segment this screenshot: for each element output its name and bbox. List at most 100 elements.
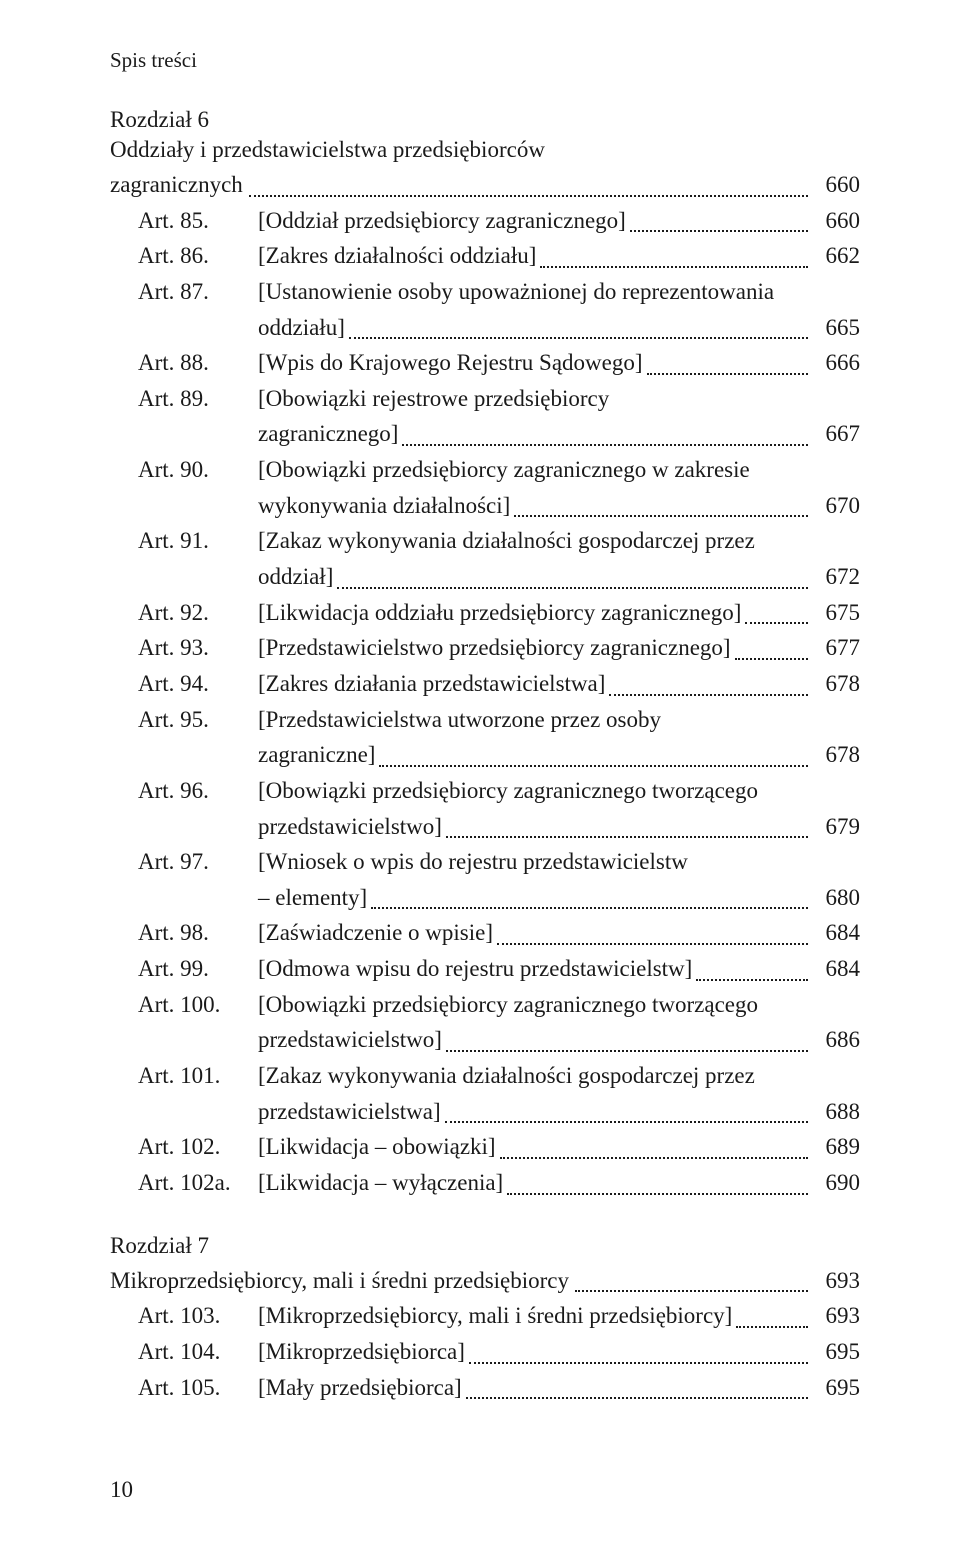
chapter-title-line: Oddziały i przedstawicielstwa przedsiębi… <box>110 137 860 163</box>
toc-entry: Art. 85.[Oddział przedsiębiorcy zagranic… <box>110 203 860 239</box>
chapter-title-last-line: zagranicznych 660 <box>110 167 860 203</box>
article-label: Art. 103. <box>138 1298 258 1334</box>
entry-text: [Obowiązki przedsiębiorcy zagranicznego … <box>258 452 750 488</box>
leader-dots <box>736 1326 808 1328</box>
toc-entry-line: Art. 101.[Zakaz wykonywania działalności… <box>138 1058 860 1094</box>
toc-entry: Art. 91.[Zakaz wykonywania działalności … <box>110 523 860 594</box>
entry-text: [Zakaz wykonywania działalności gospodar… <box>258 523 755 559</box>
chapter-heading: Rozdział 6 <box>110 107 860 133</box>
chapter-title-text: Mikroprzedsiębiorcy, mali i średni przed… <box>110 1263 569 1299</box>
leader-dots <box>402 444 808 446</box>
toc-entry-line: Art. 100.[Obowiązki przedsiębiorcy zagra… <box>138 987 860 1023</box>
toc-entry: Art. 102a.[Likwidacja – wyłączenia]690 <box>110 1165 860 1201</box>
page-number: 670 <box>812 488 860 524</box>
page-number: 675 <box>812 595 860 631</box>
toc-root: Rozdział 6 Oddziały i przedstawicielstwa … <box>110 107 860 1405</box>
toc-entry-line: Art. 96.[Obowiązki przedsiębiorcy zagran… <box>138 773 860 809</box>
entry-text: – elementy] <box>258 880 367 916</box>
toc-entry-line: oddziału]665 <box>138 310 860 346</box>
toc-entry: Art. 101.[Zakaz wykonywania działalności… <box>110 1058 860 1129</box>
leader-dots <box>735 658 808 660</box>
article-label: Art. 101. <box>138 1058 258 1094</box>
toc-entry-line: przedstawicielstwo]679 <box>138 809 860 845</box>
page-number: 686 <box>812 1022 860 1058</box>
toc-entry-line: Art. 104.[Mikroprzedsiębiorca]695 <box>138 1334 860 1370</box>
page-number: 690 <box>812 1165 860 1201</box>
page-number: 695 <box>812 1334 860 1370</box>
toc-entry-line: przedstawicielstwa]688 <box>138 1094 860 1130</box>
toc-entry-line: wykonywania działalności]670 <box>138 488 860 524</box>
page-number: 672 <box>812 559 860 595</box>
toc-entry-line: Art. 95.[Przedstawicielstwa utworzone pr… <box>138 702 860 738</box>
entry-text: [Obowiązki rejestrowe przedsiębiorcy <box>258 381 609 417</box>
running-head: Spis treści <box>110 48 860 73</box>
toc-entry: Art. 86.[Zakres działalności oddziału]66… <box>110 238 860 274</box>
entry-text: [Zakres działalności oddziału] <box>258 238 536 274</box>
article-label: Art. 87. <box>138 274 258 310</box>
article-label: Art. 100. <box>138 987 258 1023</box>
leader-dots <box>349 337 808 339</box>
toc-entry: Art. 105.[Mały przedsiębiorca] 695 <box>110 1370 860 1406</box>
leader-dots <box>371 907 808 909</box>
page-number: 666 <box>812 345 860 381</box>
article-label: Art. 92. <box>138 595 258 631</box>
entry-text: przedstawicielstwo] <box>258 1022 442 1058</box>
leader-dots <box>337 587 808 589</box>
entry-text: oddział] <box>258 559 333 595</box>
page-number: 688 <box>812 1094 860 1130</box>
page-number: 684 <box>812 951 860 987</box>
toc-entry: Art. 96.[Obowiązki przedsiębiorcy zagran… <box>110 773 860 844</box>
article-label: Art. 105. <box>138 1370 258 1406</box>
toc-entry-line: Art. 94.[Zakres działania przedstawiciel… <box>138 666 860 702</box>
article-label: Art. 91. <box>138 523 258 559</box>
footer-page-number: 10 <box>110 1477 133 1503</box>
page-number: 679 <box>812 809 860 845</box>
toc-entry: Art. 88.[Wpis do Krajowego Rejestru Sądo… <box>110 345 860 381</box>
leader-dots <box>514 515 808 517</box>
toc-entry: Art. 90.[Obowiązki przedsiębiorcy zagran… <box>110 452 860 523</box>
chapter-heading: Rozdział 7 <box>110 1233 860 1259</box>
page-number: 660 <box>812 167 860 203</box>
leader-dots <box>466 1397 808 1399</box>
entry-text: [Przedstawicielstwa utworzone przez osob… <box>258 702 661 738</box>
toc-entry-line: Art. 86.[Zakres działalności oddziału]66… <box>138 238 860 274</box>
toc-entry: Art. 95.[Przedstawicielstwa utworzone pr… <box>110 702 860 773</box>
entry-text: [Obowiązki przedsiębiorcy zagranicznego … <box>258 773 758 809</box>
entry-text: [Mały przedsiębiorca] <box>258 1370 462 1406</box>
leader-dots <box>696 979 808 981</box>
article-label: Art. 96. <box>138 773 258 809</box>
article-label: Art. 102a. <box>138 1165 258 1201</box>
toc-entry: Art. 103.[Mikroprzedsiębiorcy, mali i śr… <box>110 1298 860 1334</box>
entry-text: [Ustanowienie osoby upoważnionej do repr… <box>258 274 774 310</box>
page-number: 695 <box>812 1370 860 1406</box>
toc-entry: Art. 87.[Ustanowienie osoby upoważnionej… <box>110 274 860 345</box>
page-number: 665 <box>812 310 860 346</box>
leader-dots <box>500 1157 808 1159</box>
toc-entry-line: przedstawicielstwo] 686 <box>138 1022 860 1058</box>
entry-text: [Oddział przedsiębiorcy zagranicznego] <box>258 203 626 239</box>
toc-entry: Art. 100.[Obowiązki przedsiębiorcy zagra… <box>110 987 860 1058</box>
article-label: Art. 95. <box>138 702 258 738</box>
entry-text: [Zakres działania przedstawicielstwa] <box>258 666 605 702</box>
entry-text: [Likwidacja oddziału przedsiębiorcy zagr… <box>258 595 741 631</box>
leader-dots <box>445 1121 808 1123</box>
leader-dots <box>630 230 808 232</box>
toc-entry-line: Art. 102a.[Likwidacja – wyłączenia]690 <box>138 1165 860 1201</box>
chapter-title-text: zagranicznych <box>110 167 243 203</box>
page-number: 660 <box>812 203 860 239</box>
toc-entry: Art. 98.[Zaświadczenie o wpisie]684 <box>110 915 860 951</box>
page-number: 693 <box>812 1298 860 1334</box>
leader-dots <box>609 694 808 696</box>
entry-text: [Odmowa wpisu do rejestru przedstawiciel… <box>258 951 692 987</box>
article-label: Art. 89. <box>138 381 258 417</box>
entry-text: [Zakaz wykonywania działalności gospodar… <box>258 1058 755 1094</box>
page-number: 678 <box>812 666 860 702</box>
article-label: Art. 102. <box>138 1129 258 1165</box>
page-number: 678 <box>812 737 860 773</box>
article-label: Art. 104. <box>138 1334 258 1370</box>
article-label: Art. 85. <box>138 203 258 239</box>
toc-entry-line: – elementy]680 <box>138 880 860 916</box>
leader-dots <box>540 266 808 268</box>
leader-dots <box>469 1362 808 1364</box>
page-number: 662 <box>812 238 860 274</box>
